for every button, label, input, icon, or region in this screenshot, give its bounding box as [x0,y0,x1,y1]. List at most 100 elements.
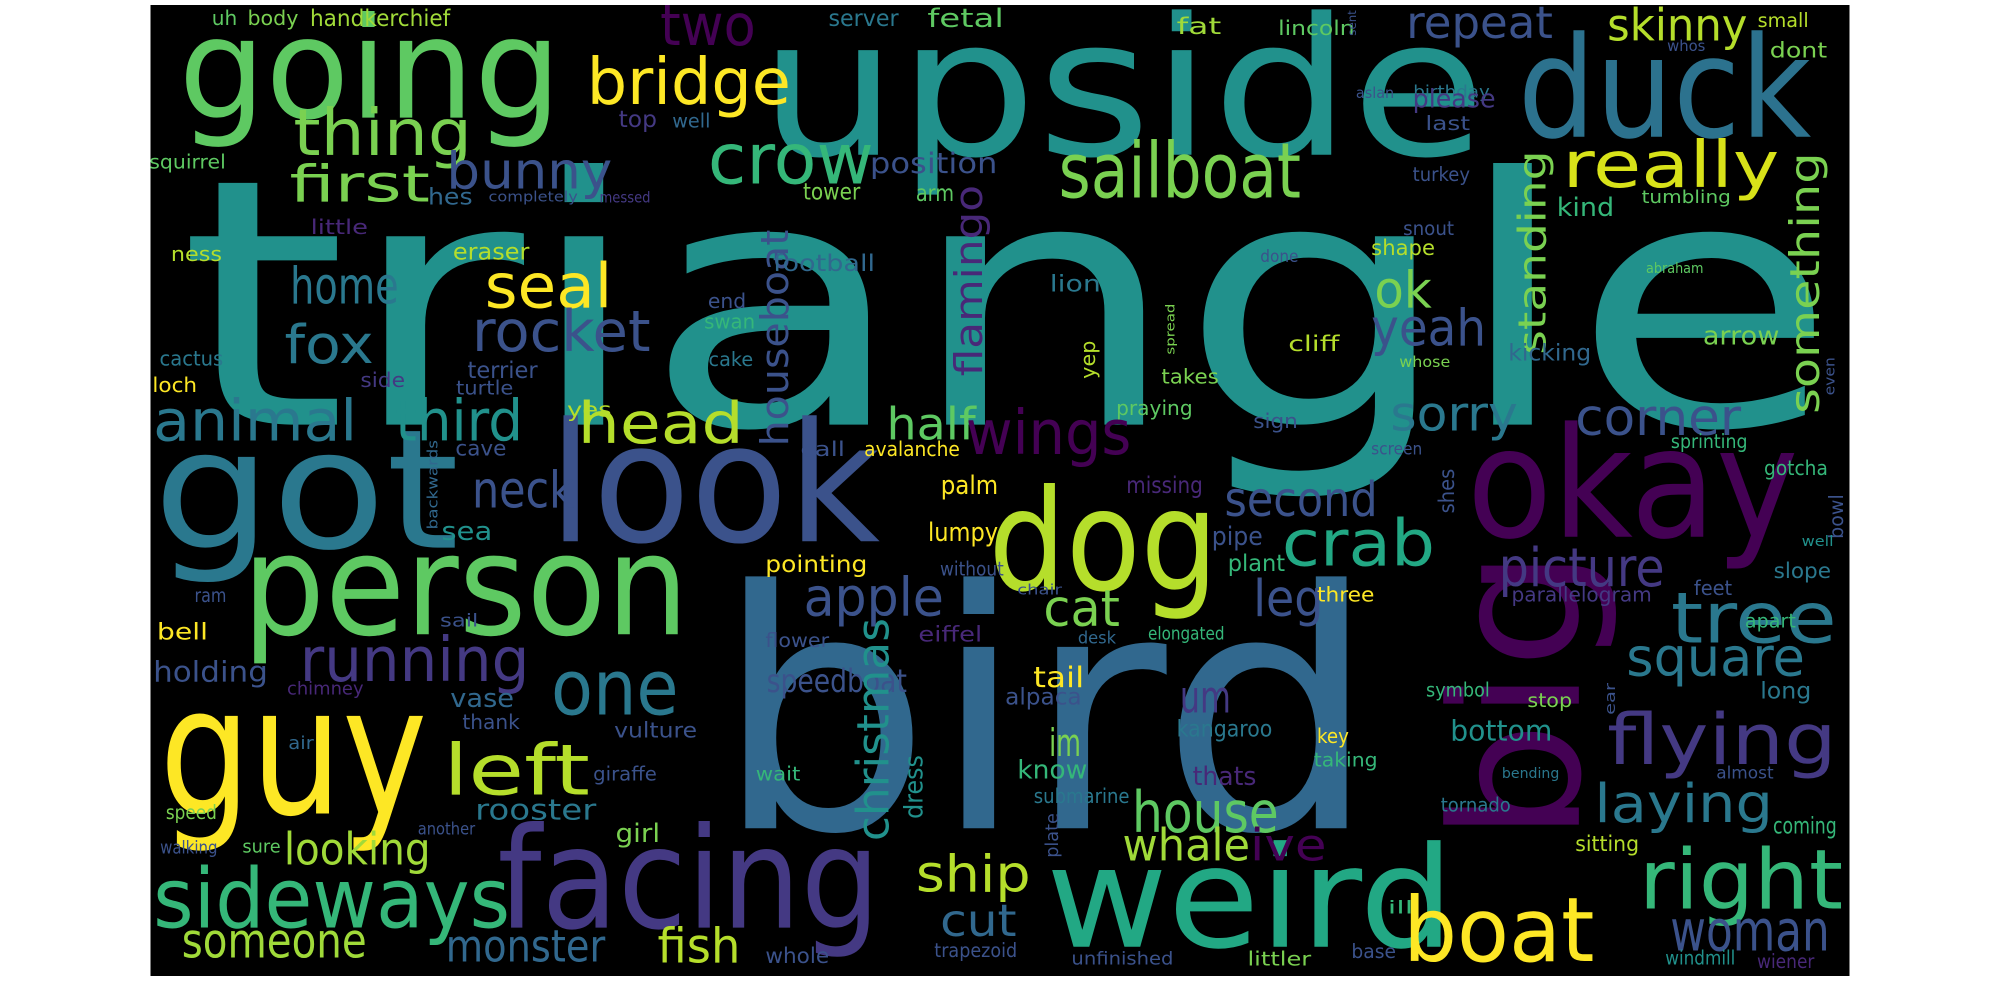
word: aslan [1356,84,1394,102]
word: fetal [927,4,1004,34]
word: got [153,395,459,588]
word: tower [803,180,861,206]
word: ok [1374,261,1432,320]
word: flamingo [947,185,992,376]
word: rocket [472,298,651,365]
word: please [1413,84,1496,114]
word: sure [242,836,280,857]
word: another [418,820,476,839]
word: okay [1467,396,1799,574]
word: praying [1116,396,1193,420]
word: avalanche [864,437,960,461]
word: air [288,733,314,754]
word: well [1802,534,1834,550]
word: vulture [614,718,697,743]
word: first [290,155,430,214]
word: plant [1228,551,1285,577]
word: one [551,644,679,733]
word: second [1224,472,1377,528]
word: little [311,215,368,239]
word: giraffe [593,763,657,786]
word: repeat [1406,0,1553,49]
word: triangle [179,106,1837,507]
word: really [1563,129,1780,203]
word: uh [212,6,238,30]
word: whose [1399,353,1450,371]
word: wings [966,398,1132,469]
word: cat [1043,580,1120,639]
word: whale [1122,820,1250,872]
word: plate [1042,813,1063,858]
word: apple [804,565,944,628]
word: woman [1670,898,1829,965]
word: someone [182,913,367,969]
word: chimney [287,678,364,699]
word: eiffel [918,623,982,648]
word: bottom [1450,714,1552,747]
word: holding [153,656,268,689]
word: um [1180,672,1231,724]
word: lion [1050,271,1101,297]
word: ship [916,846,1031,905]
word: squirrel [149,150,226,173]
word: done [1260,247,1298,266]
word: skinny [1607,0,1747,52]
word: sprinting [1671,430,1748,453]
word: walking [160,838,217,859]
word: bunny [446,143,612,202]
word: whole [765,944,829,969]
word: look [548,388,880,581]
word: screen [1371,439,1422,458]
word: hes [428,185,473,211]
word: head [578,390,744,457]
word: shape [1371,236,1435,261]
word: leg [1253,570,1323,629]
word: loch [152,373,197,397]
word: eraser [453,240,530,266]
word: crab [1282,508,1435,582]
word: upside [759,0,1486,201]
word: tree [1671,578,1837,660]
word: right [1639,832,1843,929]
word: ness [171,242,222,266]
word: handkerchief [310,6,451,32]
word: terrier [467,358,538,384]
word: sea [441,517,492,547]
word: girl [615,819,660,849]
word: facing [497,799,880,962]
word: something [1781,152,1829,413]
word: base [1351,940,1396,963]
word: position [870,147,998,180]
word: bridge [587,46,791,120]
word: arm [916,181,954,207]
word: speed [166,801,217,824]
word: cactus [159,346,223,370]
word: submarine [1034,784,1130,808]
word: vase [450,684,514,714]
word: palm [941,471,998,501]
word: missing [1126,473,1203,499]
word: whos [1667,37,1705,55]
cloud-background [150,5,1850,976]
word: house [1132,779,1279,846]
word: thing [293,97,472,171]
word: pipe [1212,522,1263,552]
word: shes [1435,469,1460,514]
word: key [1317,724,1349,748]
word: houseboat [753,230,798,447]
word: home [290,257,398,316]
word: duck [1518,8,1811,171]
word: football [773,251,875,277]
word: coming [1773,814,1837,840]
word: bending [1502,766,1559,782]
word: standing [1511,151,1556,355]
word: body [247,6,298,30]
word: windmill [1665,946,1735,969]
word: boat [1403,879,1594,983]
word: server [828,6,899,32]
word: thats [1193,762,1257,792]
word: ive [1250,820,1327,872]
word: takes [1161,364,1218,388]
word: square [1626,625,1805,688]
